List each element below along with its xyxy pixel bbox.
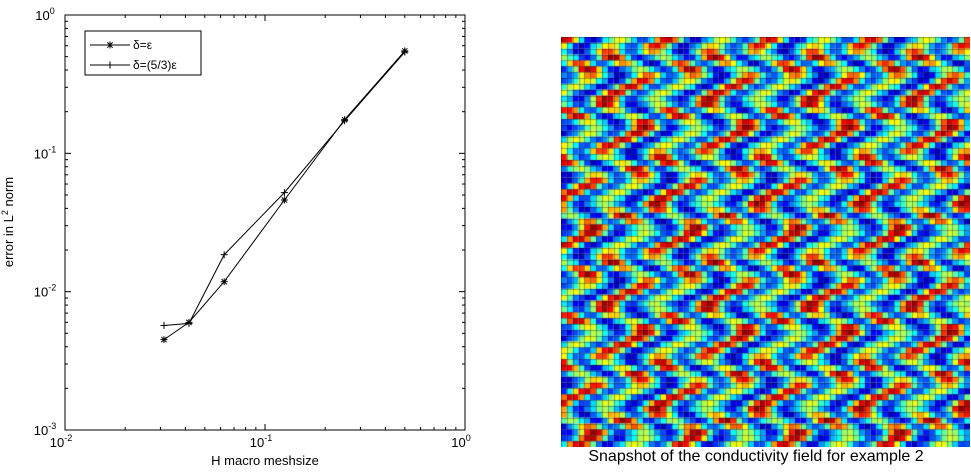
data-series — [160, 47, 409, 344]
series-2-point — [220, 251, 228, 259]
x-tick-label-exp: -1 — [264, 433, 272, 443]
y-axis-label-tail: norm — [1, 177, 16, 210]
x-tick-labels: 10-2 10-1 100 — [50, 433, 471, 450]
legend-label-1: δ=ε — [133, 38, 153, 52]
series-1-point — [160, 336, 168, 344]
y-axis-label: error in L2 norm — [0, 177, 16, 267]
marker-stroke — [160, 336, 167, 343]
marker-stroke — [221, 278, 228, 285]
y-tick-label-exp: -2 — [48, 283, 56, 293]
x-tick-label: 10-1 — [250, 433, 272, 450]
x-tick-label-base: 10 — [451, 435, 465, 450]
y-tick-label-exp: -3 — [48, 421, 56, 431]
x-tick-label: 10-2 — [50, 433, 72, 450]
y-axis-label-sup: 2 — [0, 210, 10, 215]
y-tick-label-base: 10 — [35, 8, 49, 23]
x-axis-label: H macro meshsize — [211, 453, 319, 468]
y-tick-label-base: 10 — [34, 285, 48, 300]
legend: δ=ε δ=(5/3)ε — [84, 30, 202, 76]
y-tick-label-base: 10 — [34, 146, 48, 161]
series-2-point — [280, 189, 288, 197]
marker-stroke — [107, 42, 113, 48]
x-tick-label-exp: 0 — [466, 433, 471, 443]
heatmap-caption: Snapshot of the conductivity field for e… — [588, 448, 924, 465]
y-tick-label: 100 — [35, 6, 54, 23]
x-tick-label-base: 10 — [50, 435, 64, 450]
series-2-point — [160, 321, 168, 329]
legend-marker-1 — [106, 41, 114, 49]
series-2-point — [185, 319, 193, 327]
plot-area — [64, 14, 466, 431]
y-tick-label: 10-1 — [34, 144, 56, 161]
series-1-line — [163, 50, 406, 341]
conductivity-field-canvas — [561, 37, 970, 447]
tick-marks — [64, 15, 465, 431]
x-tick-label-exp: -2 — [64, 433, 72, 443]
series-2-line — [163, 51, 406, 326]
marker-stroke — [281, 197, 288, 203]
legend-marker-2 — [106, 61, 114, 69]
series-2-point — [401, 48, 409, 56]
y-tick-label: 10-3 — [34, 421, 56, 438]
x-tick-label: 100 — [451, 433, 470, 450]
x-tick-label-base: 10 — [250, 435, 264, 450]
legend-box — [84, 30, 202, 76]
series-2 — [160, 48, 409, 329]
legend-label-2: δ=(5/3)ε — [133, 58, 177, 72]
series-1-point — [220, 278, 228, 286]
y-axis-label-main: error in L — [1, 215, 16, 267]
conductivity-field-heatmap — [561, 37, 970, 447]
series-2-point — [341, 117, 349, 125]
y-tick-label-exp: 0 — [50, 6, 55, 16]
y-tick-label-base: 10 — [34, 423, 48, 438]
series-1-point — [280, 196, 288, 204]
y-tick-label: 10-2 — [34, 283, 56, 300]
y-tick-label-exp: -1 — [48, 144, 56, 154]
